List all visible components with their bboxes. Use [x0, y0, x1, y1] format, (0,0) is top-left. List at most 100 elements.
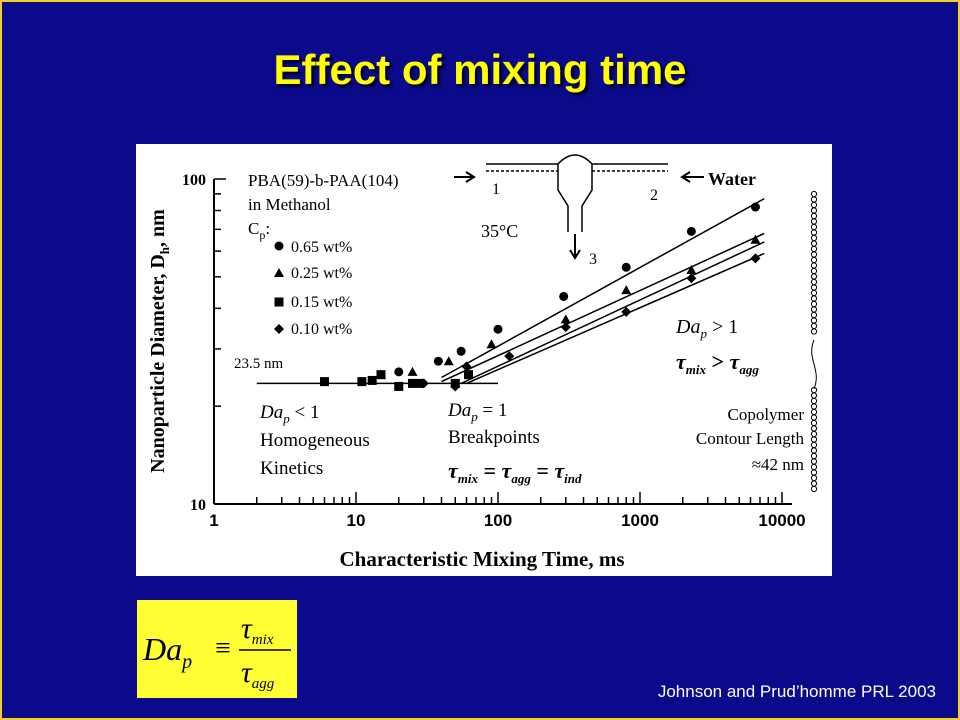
water-label: Water: [708, 169, 756, 189]
chain-bead: [810, 234, 818, 242]
point-square: [376, 370, 386, 380]
regime-low: Dap < 1 Homogeneous Kinetics: [259, 402, 370, 479]
chain-bead: [810, 328, 818, 335]
legend-label-3: 0.10 wt%: [291, 321, 352, 338]
point-diamond: [461, 361, 472, 372]
chain-bead: [810, 289, 818, 297]
chain-bead: [810, 262, 818, 269]
chain-bead: [810, 463, 818, 471]
chain-bead: [810, 485, 818, 493]
chain-bead: [810, 212, 818, 220]
copolymer-line-2: Contour Length: [696, 429, 805, 448]
legend-label-2: 0.15 wt%: [291, 294, 352, 311]
point-triangle: [686, 264, 697, 274]
x-tick-label: 100: [484, 511, 512, 530]
regime-break-da-sub: p: [470, 409, 478, 424]
legend-entry-square: 0.15 wt%: [274, 294, 352, 311]
schematic-labels: 1 2 3 35°C Water: [481, 169, 756, 268]
fit-line-square: [460, 241, 765, 385]
regime-high: Dap > 1 τmix > τagg: [675, 316, 759, 377]
formula-den-sub: agg: [252, 676, 275, 692]
regime-low-line-3: Kinetics: [260, 458, 323, 479]
regime-high-da-sub: p: [699, 326, 707, 341]
chain-bead: [810, 425, 818, 432]
point-square: [394, 381, 404, 391]
point-triangle: [560, 314, 571, 324]
inlet-1-label: 1: [492, 181, 500, 198]
regime-low-line-2: Homogeneous: [260, 430, 370, 451]
chain-bead: [810, 190, 818, 198]
chain-bead: [810, 452, 818, 460]
chain-bead: [810, 397, 818, 405]
legend-entry-circle: 0.65 wt%: [274, 239, 352, 256]
chain-bead: [810, 430, 818, 438]
x-axis-title: Characteristic Mixing Time, ms: [339, 547, 624, 571]
chain-bead: [810, 256, 818, 264]
chain-bead: [810, 436, 818, 443]
chain-bead: [810, 317, 818, 324]
fit-line-diamond: [466, 252, 765, 385]
chain-bead: [810, 207, 818, 214]
y-tick-label: 10: [190, 497, 206, 514]
legend-marker-diamond: [274, 324, 284, 334]
damkohler-formula-box: Dap ≡ τmix τagg: [137, 600, 297, 698]
point-circle: [686, 226, 696, 236]
inlet-1-arrow: [454, 171, 476, 183]
chain-bead: [810, 474, 818, 482]
point-square: [464, 370, 474, 380]
chain-bead: [810, 223, 818, 231]
point-square: [367, 375, 377, 385]
legend-cp-colon: :: [265, 219, 270, 238]
x-tick-label: 1000: [621, 511, 659, 530]
axis-ticks: [213, 178, 783, 505]
point-triangle: [443, 356, 454, 366]
point-circle: [750, 202, 760, 212]
chain-link: [811, 339, 817, 390]
chain-bead: [810, 392, 818, 399]
chain-bead: [810, 245, 818, 253]
point-circle: [433, 356, 443, 366]
chain-bead: [810, 278, 818, 286]
point-circle: [621, 262, 631, 272]
chain-bead: [810, 295, 818, 302]
regime-break-rel: = 1: [478, 400, 508, 421]
chain-bead: [810, 267, 818, 275]
plateau-label: 23.5 nm: [234, 356, 284, 372]
chart-axes: [213, 179, 792, 505]
outlet-label: 3: [589, 251, 597, 268]
chain-bead: [810, 403, 818, 410]
point-diamond: [418, 378, 429, 389]
y-axis-title-unit: , nm: [147, 209, 169, 247]
formula-lhs-sub: p: [180, 651, 192, 673]
chain-bead: [810, 311, 818, 319]
legend-cp-c: C: [248, 219, 259, 238]
legend-entry-diamond: 0.10 wt%: [274, 321, 352, 338]
damkohler-formula: Dap ≡ τmix τagg: [142, 612, 291, 692]
regime-break-equation: τmix = τagg = τind: [448, 458, 582, 486]
legend-marker-circle: [274, 241, 284, 251]
fit-lines: [441, 198, 765, 385]
slide-title: Effect of mixing time: [273, 46, 687, 93]
chain-bead: [810, 469, 818, 476]
regime-high-equation: τmix > τagg: [676, 349, 759, 377]
x-tick-label: 10000: [758, 511, 805, 530]
temperature-label: 35°C: [481, 221, 518, 241]
y-axis-title: Nanoparticle Diameter, Dh, nm: [147, 209, 172, 473]
formula-lhs: Dap: [142, 631, 192, 673]
formula-numerator: τmix: [241, 612, 274, 648]
legend-title-line-1: PBA(59)-b-PAA(104): [248, 171, 399, 190]
point-triangle: [407, 366, 418, 376]
inlet-2-arrow: [680, 171, 704, 183]
chain-bead: [810, 480, 818, 487]
point-diamond: [560, 322, 571, 333]
regime-break: Dap = 1 Breakpoints τmix = τagg = τind: [447, 400, 582, 486]
inlet-2-label: 2: [650, 187, 658, 204]
legend-marker-triangle: [274, 268, 284, 277]
chain-bead: [810, 218, 818, 225]
chain-bead: [810, 447, 818, 454]
regime-break-da-text: Da: [447, 400, 471, 421]
formula-lhs-text: Da: [142, 631, 182, 667]
chain-bead: [810, 408, 818, 416]
